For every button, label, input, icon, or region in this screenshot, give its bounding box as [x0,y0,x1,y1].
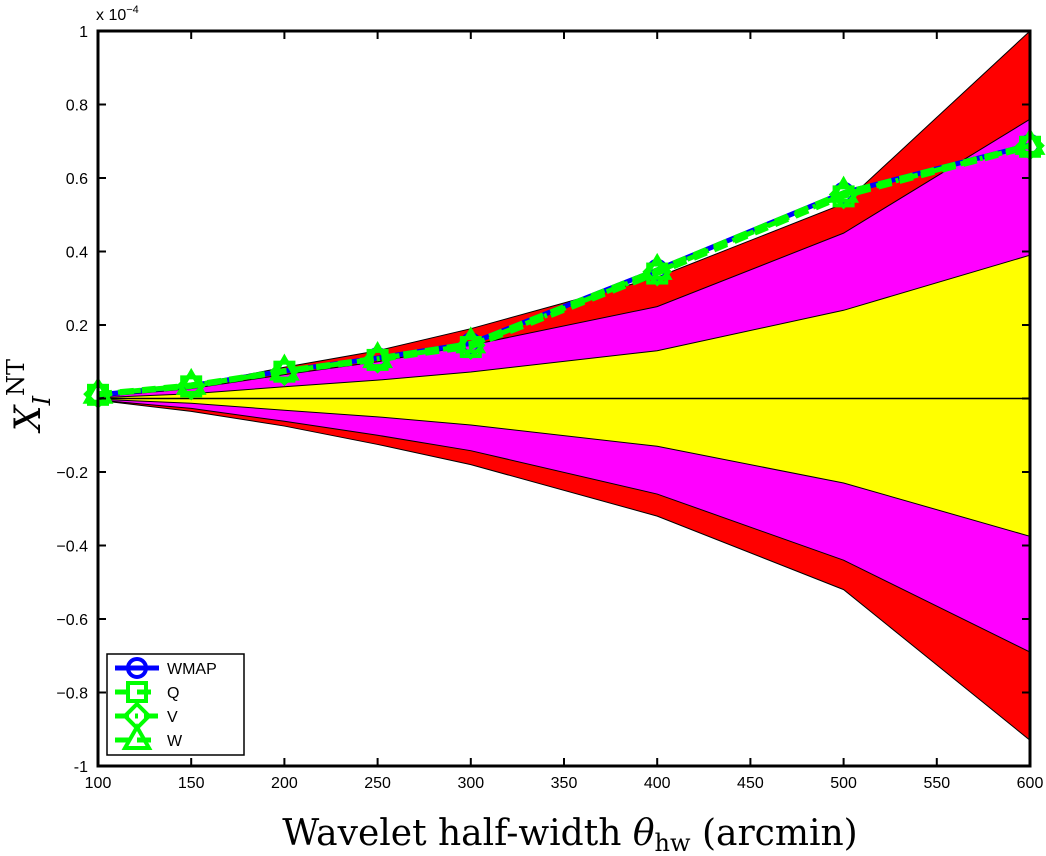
legend-label-v: V [167,709,178,726]
y-tick-label: −0.6 [56,612,88,629]
series-point-v [176,370,207,401]
y-tick-label: −0.8 [56,686,88,703]
x-axis: 100 150 200 250 300 350 400 450 500 550 600 [85,31,1044,792]
x-tick-label: 100 [85,775,112,792]
legend-marker-q [126,681,148,703]
y-tick-label: 0.6 [66,171,88,188]
x-tick-label: 200 [271,775,298,792]
series-point-w [268,353,300,381]
x-tick-label: 300 [457,775,484,792]
x-tick-label: 150 [178,775,205,792]
y-tick-label: 0.8 [66,98,88,115]
y-axis: -1 −0.8 −0.6 −0.4 −0.2 0.2 0.4 0.6 0.8 1 [56,24,1030,776]
legend-marker-wmap [126,657,148,679]
legend: WMAP QVW [106,653,245,756]
x-tick-label: 250 [364,775,391,792]
x-tick-label: 500 [830,775,857,792]
y-tick-label: −0.2 [56,465,88,482]
y-tick-label: 0.4 [66,245,88,262]
series-point-v [269,356,300,387]
legend-marker-w [121,722,153,750]
legend-label-wmap: WMAP [167,661,217,678]
series-point-w [175,367,207,395]
data-series [82,127,1046,409]
y-axis-title: XINT [2,359,56,434]
series-point-w [455,326,487,354]
x-tick-label: 600 [1017,775,1044,792]
band-inner [97,254,1031,537]
series-w [82,127,1046,404]
series-point-w [362,341,394,369]
series-point-w [641,252,673,280]
x-tick-label: 400 [644,775,671,792]
y-tick-label: 0.2 [66,318,88,335]
x-tick-label: 450 [737,775,764,792]
legend-label-q: Q [167,685,179,702]
x-tick-label: 550 [923,775,950,792]
y-tick-label: −0.4 [56,539,88,556]
series-line-v [97,143,1031,397]
y-tick-label: 1 [79,24,88,41]
x-tick-label: 350 [551,775,578,792]
y-tick-label: -1 [74,759,88,776]
series-point-w [828,175,860,203]
legend-label-w: W [167,733,183,750]
x-axis-title: Wavelet half-width θhw (arcmin) [282,813,857,856]
y-scale-label: x 10−4 [96,4,139,24]
confidence-bands [97,29,1031,742]
